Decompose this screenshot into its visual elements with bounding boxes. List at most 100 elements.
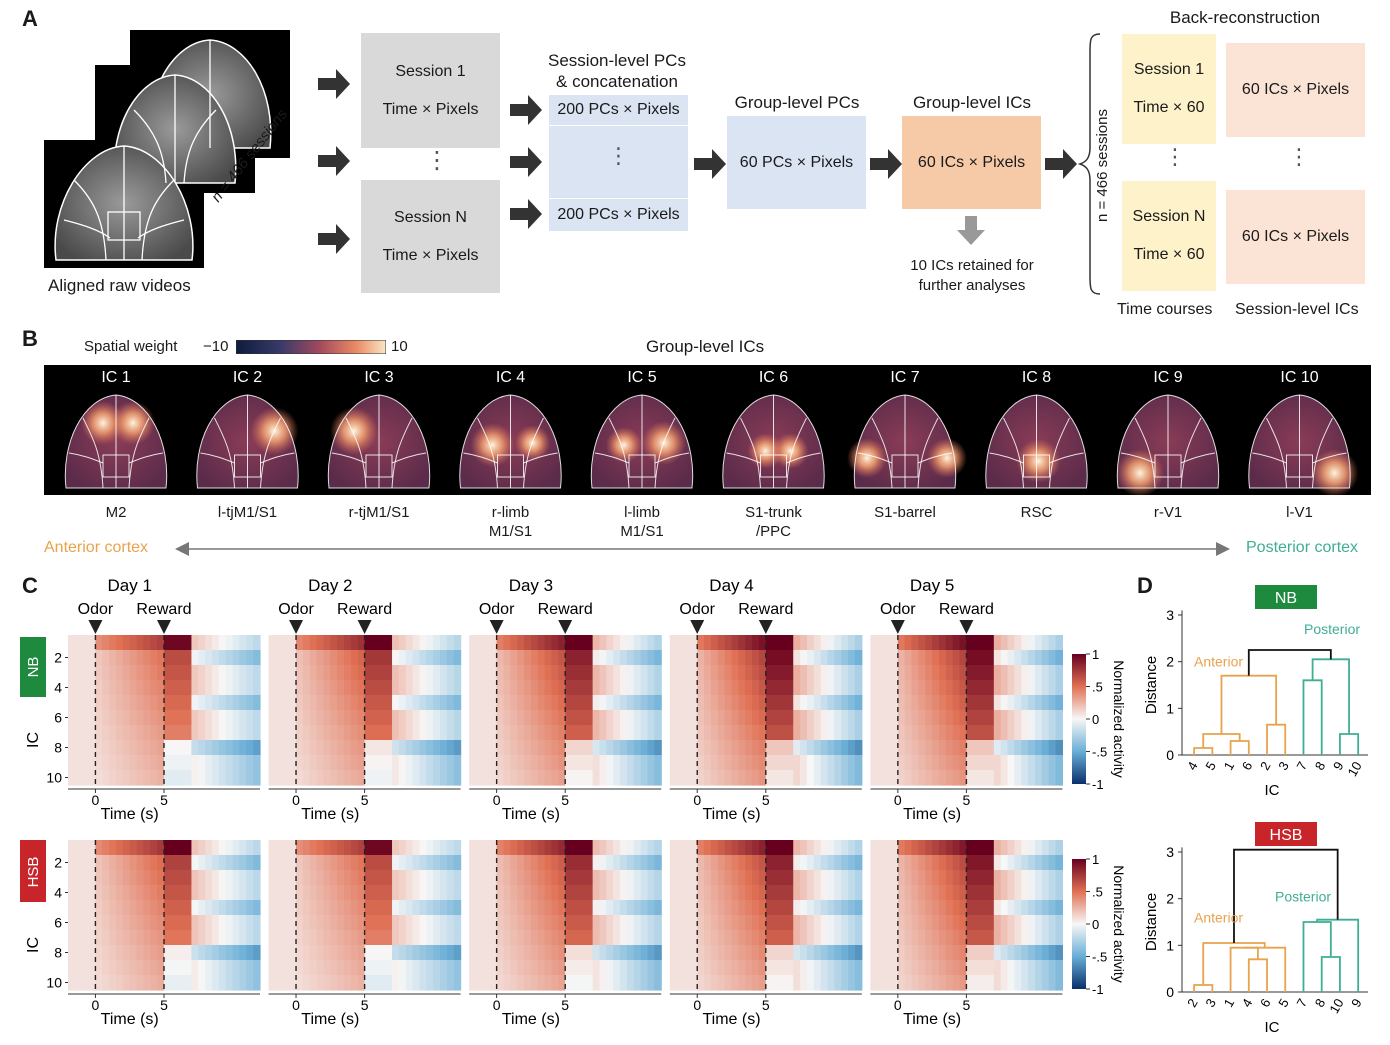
heatmap-cell (385, 930, 393, 946)
heatmap-cell (986, 740, 995, 756)
heatmap-cell (426, 755, 434, 771)
heatmap-cell (565, 740, 573, 756)
heatmap-cell (599, 945, 607, 961)
heatmap-cell (932, 900, 940, 916)
heatmap-cell (669, 680, 678, 696)
heatmap-cell (980, 680, 988, 696)
heatmap-cell (772, 725, 781, 741)
heatmap-cell (606, 855, 614, 871)
heatmap-cell (640, 635, 649, 651)
heatmap-cell (654, 915, 662, 931)
heatmap-cell (877, 840, 885, 856)
heatmap-cell (980, 725, 988, 741)
br-session-1-title: Session 1 (1133, 61, 1205, 78)
heatmap-cell (282, 710, 290, 726)
heatmap-cell (453, 975, 462, 991)
heatmap-cell (599, 855, 607, 871)
heatmap-cell (986, 770, 995, 786)
heatmap-cell (88, 870, 97, 886)
heatmap-cell (877, 885, 885, 901)
heatmap-cell (779, 975, 787, 991)
heatmap-cell (191, 840, 199, 856)
br-ics-bottom-box: 60 ICs × Pixels (1226, 190, 1365, 284)
dendro-link (1247, 649, 1332, 676)
heatmap-cell (309, 770, 318, 786)
heatmap-cell (289, 885, 297, 901)
heatmap-cell (392, 635, 400, 651)
heatmap-cell (122, 665, 131, 681)
heatmap-cell (357, 770, 366, 786)
heatmap-cell (68, 725, 76, 741)
heatmap-cell (945, 840, 954, 856)
heatmap-cell (959, 710, 967, 726)
heatmap-cell (95, 755, 103, 771)
heatmap-cell (1021, 710, 1029, 726)
heatmap-cell (918, 695, 926, 711)
heatmap-cell (606, 635, 614, 651)
heatmap-cell (813, 755, 822, 771)
heatmap-cell (710, 680, 719, 696)
heatmap-cell (738, 665, 746, 681)
heatmap-cell (1041, 665, 1050, 681)
d-ytick: 1 (1166, 700, 1174, 716)
heatmap-cell (683, 930, 691, 946)
heatmap-cell (440, 650, 448, 666)
heatmap-cell (738, 695, 746, 711)
heatmap-cell (938, 975, 947, 991)
heatmap-cell (302, 930, 311, 946)
heatmap-cell (932, 945, 940, 961)
heatmap-cell (1055, 945, 1063, 961)
heatmap-cell (558, 840, 566, 856)
heatmap-cell (772, 915, 781, 931)
heatmap-cell (405, 840, 414, 856)
dendro-tag-label: NB (1275, 590, 1297, 607)
heatmap-cell (558, 725, 566, 741)
arrow-to-group-pcs (694, 149, 726, 179)
heatmap-cell (309, 930, 318, 946)
heatmap-cell (544, 915, 553, 931)
heatmap-cell (932, 975, 940, 991)
heatmap-cell (364, 755, 373, 771)
heatmap-cell (344, 725, 352, 741)
heatmap-cell (426, 710, 434, 726)
heatmap-cell (198, 755, 206, 771)
heatmap-cell (164, 755, 172, 771)
heatmap-cell (530, 680, 539, 696)
heatmap-cell (1034, 665, 1043, 681)
heatmap-cell (544, 855, 553, 871)
heatmap-cell (253, 960, 261, 976)
heatmap-cell (633, 870, 642, 886)
c-xtick: 5 (160, 997, 168, 1013)
heatmap-cell (530, 840, 539, 856)
heatmap-cell (350, 680, 359, 696)
heatmap-cell (647, 710, 655, 726)
heatmap-cell (129, 770, 138, 786)
heatmap-cell (510, 960, 518, 976)
heatmap-cell (980, 840, 988, 856)
heatmap-cell (758, 755, 767, 771)
heatmap-cell (897, 855, 906, 871)
heatmap-cell (578, 665, 587, 681)
heatmap-cell (606, 770, 614, 786)
heatmap-cell (572, 770, 580, 786)
heatmap-cell (765, 975, 774, 991)
heatmap-cell (469, 915, 477, 931)
ic-title-2: IC 2 (232, 369, 263, 386)
heatmap-cell (1021, 635, 1029, 651)
heatmap-cell (938, 695, 947, 711)
heatmap-cell (68, 840, 76, 856)
heatmap-cell (419, 900, 427, 916)
heatmap-cell (446, 870, 455, 886)
heatmap-cell (232, 900, 241, 916)
heatmap-cell (745, 650, 753, 666)
heatmap-cell (578, 635, 587, 651)
heatmap-cell (640, 945, 649, 961)
heatmap-cell (911, 680, 919, 696)
heatmap-cell (476, 870, 484, 886)
heatmap-cell (205, 635, 213, 651)
heatmap-cell (371, 960, 379, 976)
heatmap-cell (74, 770, 83, 786)
heatmap-cell (585, 680, 594, 696)
heatmap-cell (510, 900, 518, 916)
heatmap-cell (710, 665, 719, 681)
